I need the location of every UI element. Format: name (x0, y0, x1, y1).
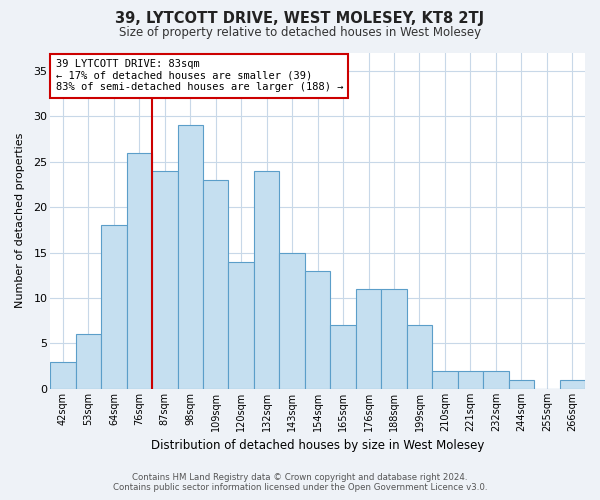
Bar (178, 125, 203, 389)
Bar (101, 225, 127, 389)
Bar (203, 180, 229, 389)
Bar (483, 370, 509, 389)
Bar (76, 334, 101, 389)
Bar (458, 370, 483, 389)
Bar (331, 325, 356, 389)
Bar (356, 289, 381, 389)
X-axis label: Distribution of detached houses by size in West Molesey: Distribution of detached houses by size … (151, 440, 484, 452)
Bar (305, 270, 331, 389)
Text: 39 LYTCOTT DRIVE: 83sqm
← 17% of detached houses are smaller (39)
83% of semi-de: 39 LYTCOTT DRIVE: 83sqm ← 17% of detache… (56, 59, 343, 92)
Bar (381, 289, 407, 389)
Text: Contains HM Land Registry data © Crown copyright and database right 2024.
Contai: Contains HM Land Registry data © Crown c… (113, 473, 487, 492)
Bar (432, 370, 458, 389)
Bar (50, 362, 76, 389)
Text: Size of property relative to detached houses in West Molesey: Size of property relative to detached ho… (119, 26, 481, 39)
Bar (560, 380, 585, 389)
Bar (407, 325, 432, 389)
Bar (280, 252, 305, 389)
Bar (229, 262, 254, 389)
Text: 39, LYTCOTT DRIVE, WEST MOLESEY, KT8 2TJ: 39, LYTCOTT DRIVE, WEST MOLESEY, KT8 2TJ (115, 12, 485, 26)
Bar (509, 380, 534, 389)
Bar (152, 170, 178, 389)
Bar (254, 170, 280, 389)
Y-axis label: Number of detached properties: Number of detached properties (15, 133, 25, 308)
Bar (127, 152, 152, 389)
